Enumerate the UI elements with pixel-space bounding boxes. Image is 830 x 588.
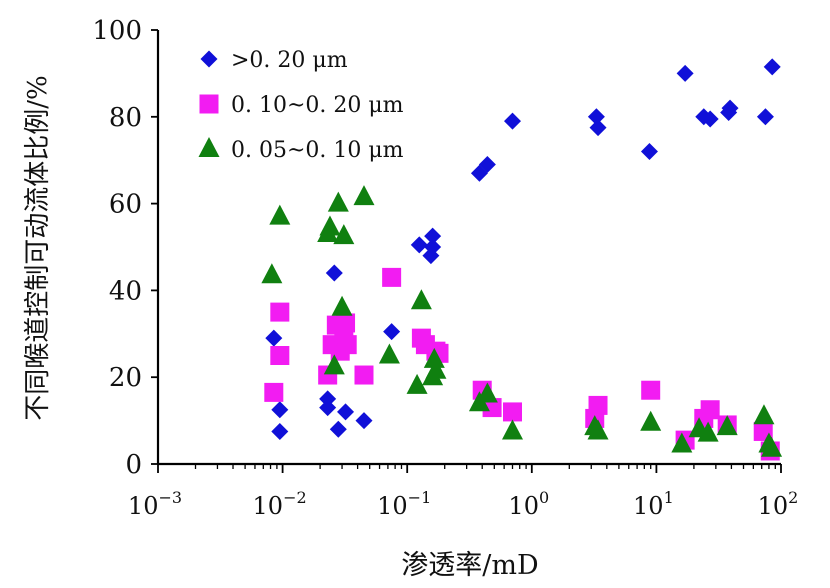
diamond-point [319,399,337,417]
square-point [337,335,357,355]
square-point [700,400,720,420]
y-tick-label: 0 [125,450,142,480]
diamond-point [337,403,355,421]
y-tick-label: 40 [109,276,142,306]
legend-marker-diamond [200,50,218,68]
triangle-point [269,204,291,225]
diamond-point [676,64,694,82]
data-points [261,58,783,461]
square-point [270,302,290,322]
triangle-point [587,419,609,440]
square-point [641,380,661,400]
triangle-point [423,347,445,368]
diamond-point [325,264,343,282]
diamond-point [424,238,442,256]
diamond-point [756,108,774,126]
legend-marker-square [199,94,219,114]
triangle-point [406,373,428,394]
square-point [482,398,502,418]
diamond-point [478,156,496,174]
y-tick-label: 20 [109,363,142,393]
square-point [502,402,522,422]
triangle-point [333,224,355,245]
triangle-point [327,191,349,212]
triangle-point [331,295,353,316]
triangle-point [671,432,693,453]
diamond-point [424,227,442,245]
triangle-point [476,382,498,403]
diamond-point [355,412,373,430]
triangle-point [353,185,375,206]
triangle-point [261,263,283,284]
triangle-point [716,415,738,436]
triangle-point [753,404,775,425]
x-axis-label: 渗透率/mD [401,550,538,581]
x-tick-label: 10−2 [253,488,307,520]
square-point [264,382,284,402]
plot-axes [156,30,781,466]
series-triangle [261,185,783,457]
diamond-point [721,99,739,117]
square-point [270,346,290,365]
diamond-point [271,422,289,440]
triangle-point [323,354,345,375]
triangle-point [410,289,432,310]
triangle-point [761,436,783,457]
triangle-point [425,358,447,379]
x-tick-label: 10−3 [128,488,182,520]
triangle-point [501,419,523,440]
diamond-point [265,329,283,347]
diamond-point [701,110,719,128]
diamond-point [383,323,401,341]
triangle-point [378,343,400,364]
diamond-point [271,401,289,419]
diamond-point [640,143,658,161]
legend-label: >0. 20 μm [231,48,348,73]
square-point [382,267,402,287]
triangle-point [319,215,341,236]
diamond-point [587,108,605,126]
diamond-point [503,112,521,130]
x-tick-label: 101 [633,488,674,520]
x-tick-label: 10−1 [377,488,431,520]
square-point [588,395,608,415]
triangle-point [697,421,719,442]
diamond-point [589,119,607,137]
diamond-point [410,236,428,254]
legend-label: 0. 05~0. 10 μm [231,138,404,163]
y-tick-label: 60 [109,190,142,220]
legend: >0. 20 μm 0. 10~0. 20 μm 0. 05~0. 10 μm [198,48,404,163]
diamond-point [319,390,337,408]
legend-label: 0. 10~0. 20 μm [231,93,404,118]
x-tick-label: 102 [758,488,799,520]
axis-ticks: 0 20 40 60 80 100 10−3 10−2 10−1 100 101 102 [92,16,798,520]
y-tick-label: 100 [92,16,142,46]
x-tick-label: 100 [508,488,549,520]
square-point [354,365,374,385]
y-axis-label: 不同喉道控制可动流体比例/% [23,75,53,420]
y-tick-label: 80 [109,103,142,133]
diamond-point [329,420,347,438]
series-diamond [265,58,781,440]
triangle-point [640,410,662,431]
legend-marker-triangle [198,137,220,157]
diamond-point [763,58,781,76]
square-point [336,313,356,333]
